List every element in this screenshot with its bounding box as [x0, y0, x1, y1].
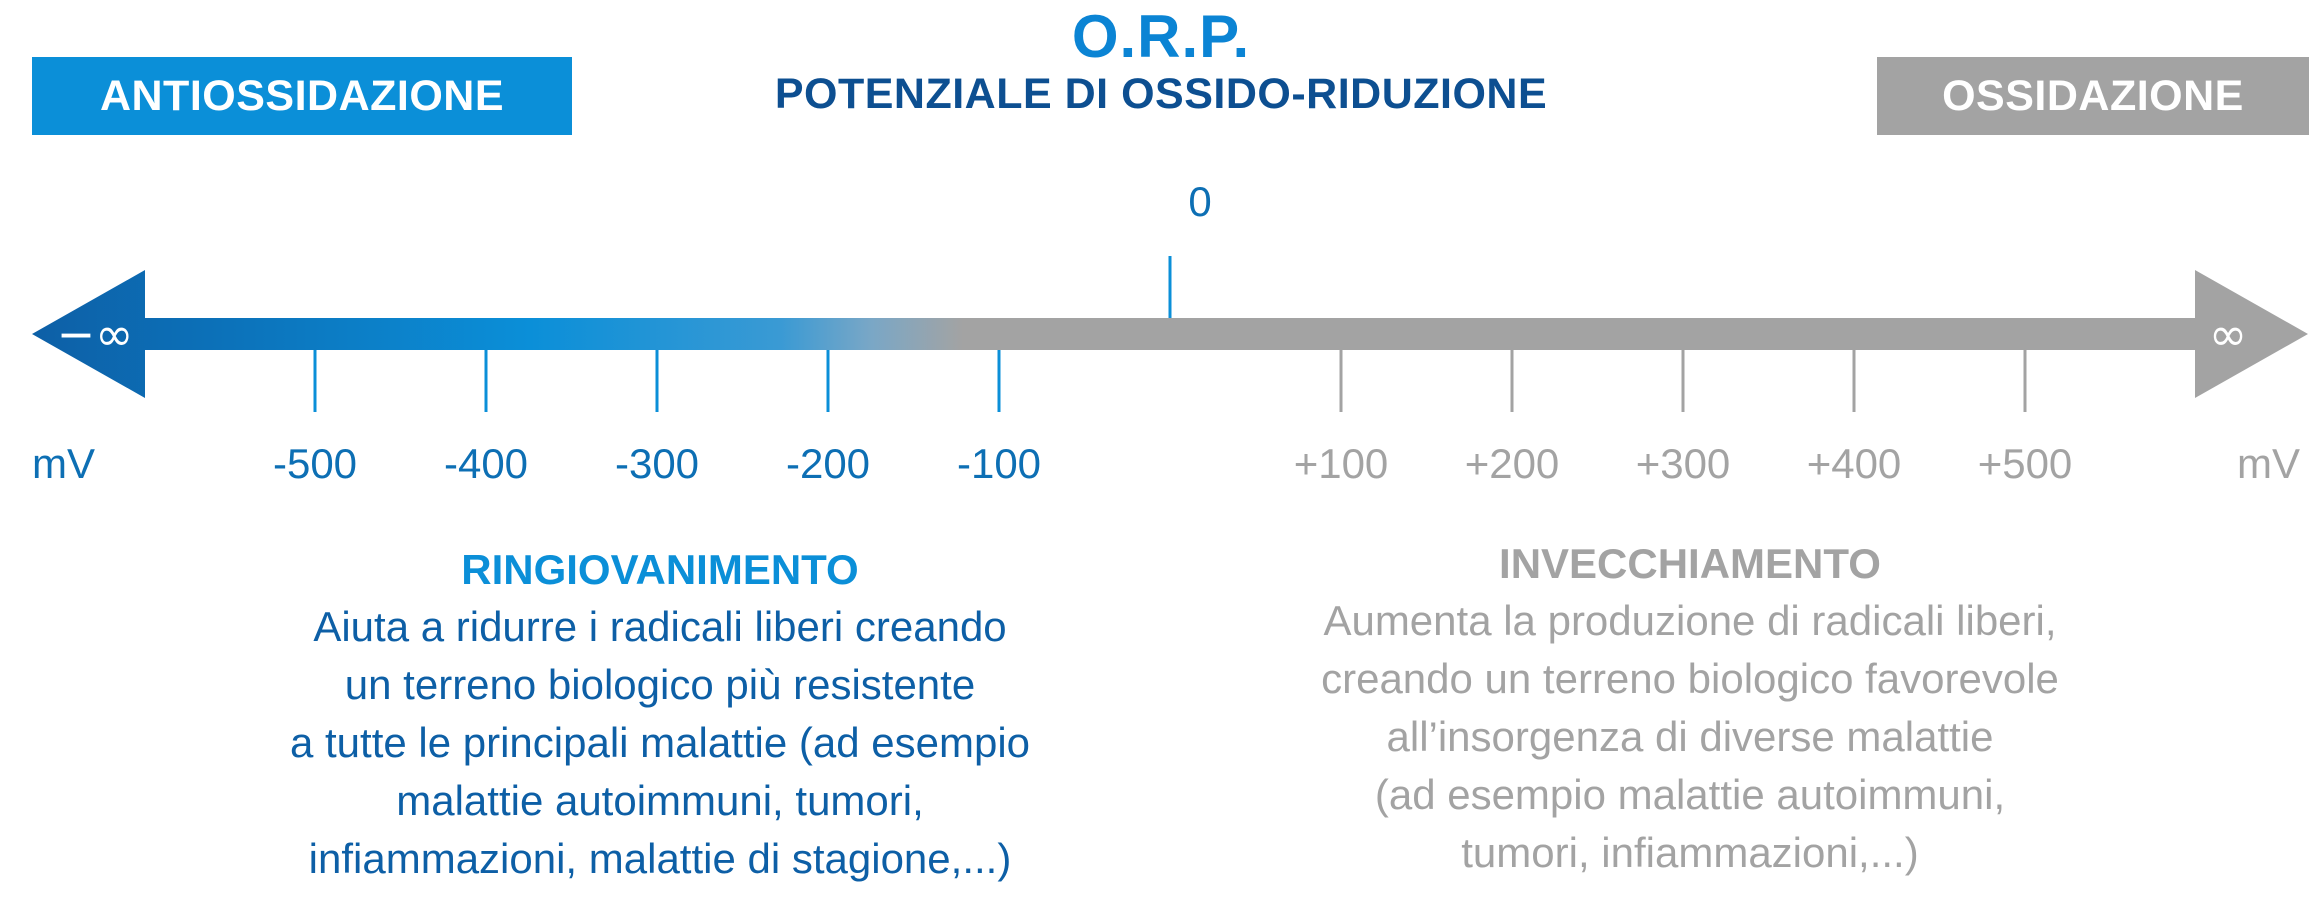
rejuvenation-line: malattie autoimmuni, tumori, — [396, 777, 924, 824]
aging-line: all’insorgenza di diverse malattie — [1386, 713, 1994, 760]
tick-label-negative: -300 — [614, 440, 700, 487]
aging-line: (ad esempio malattie autoimmuni, — [1374, 771, 2006, 818]
unit-left: mV — [32, 440, 95, 487]
aging-title: INVECCHIAMENTO — [1499, 540, 1881, 587]
orp-title: O.R.P. — [1071, 3, 1251, 70]
aging-panel: INVECCHIAMENTO Aumenta la produzione di … — [1230, 540, 2150, 882]
tick-label-negative: -100 — [956, 440, 1042, 487]
rejuvenation-line: infiammazioni, malattie di stagione,...) — [308, 835, 1012, 882]
aging-line: creando un terreno biologico favorevole — [1321, 655, 2059, 702]
antioxidation-tag: ANTIOSSIDAZIONE — [32, 57, 572, 135]
tick-label-positive: +400 — [1806, 440, 1902, 487]
rejuvenation-line: un terreno biologico più resistente — [344, 661, 976, 708]
rejuvenation-line: a tutte le principali malattie (ad esemp… — [289, 719, 1031, 766]
scale-arrow-body — [32, 270, 2308, 398]
tick-label-negative: -500 — [272, 440, 358, 487]
tick-label-positive: +200 — [1464, 440, 1560, 487]
aging-line: Aumenta la produzione di radicali liberi… — [1323, 597, 2057, 644]
tick-label-positive: +500 — [1977, 440, 2073, 487]
minus-infinity-label: −∞ — [57, 307, 134, 361]
oxidation-tag: OSSIDAZIONE — [1877, 57, 2309, 135]
rejuvenation-panel: RINGIOVANIMENTO Aiuta a ridurre i radica… — [200, 546, 1120, 888]
rejuvenation-title: RINGIOVANIMENTO — [461, 546, 859, 593]
tick-label-negative: -400 — [443, 440, 529, 487]
orp-subtitle: POTENZIALE DI OSSIDO-RIDUZIONE — [774, 70, 1548, 118]
infinity-label: ∞ — [2209, 307, 2247, 361]
tick-label-positive: +300 — [1635, 440, 1731, 487]
zero-label: 0 — [1188, 178, 1212, 225]
tick-label-negative: -200 — [785, 440, 871, 487]
tick-label-positive: +100 — [1293, 440, 1389, 487]
unit-right: mV — [2237, 440, 2300, 487]
aging-line: tumori, infiammazioni,...) — [1461, 829, 1919, 876]
rejuvenation-line: Aiuta a ridurre i radicali liberi creand… — [313, 603, 1007, 650]
